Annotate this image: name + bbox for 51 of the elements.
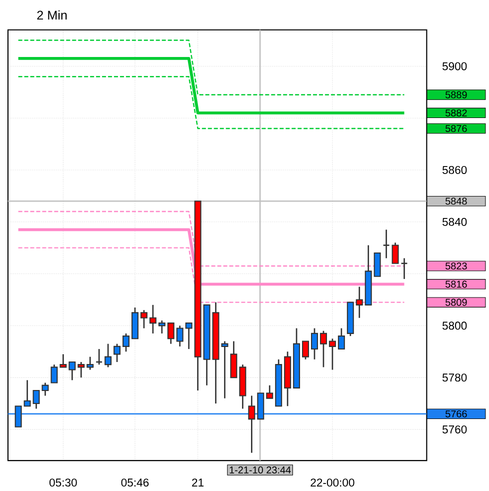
y-tick-label: 5760 <box>442 425 466 434</box>
candlestick <box>59 354 66 368</box>
text: 5809 <box>445 298 467 306</box>
y-tick-label: 5840 <box>442 218 466 226</box>
candlestick <box>230 340 237 378</box>
candlestick <box>382 229 390 259</box>
candlestick <box>68 361 76 381</box>
y-tick-label: 5860 <box>442 166 466 174</box>
candlestick <box>374 252 381 277</box>
candlestick <box>113 343 120 363</box>
text: 5889 <box>445 91 467 98</box>
candlestick <box>41 382 48 396</box>
y-tick-label: 5800 <box>442 322 466 330</box>
text: 5816 <box>445 280 467 288</box>
x-tick-label: 05:30 <box>49 478 77 487</box>
x-tick-label: 05:46 <box>121 478 148 487</box>
y-tick-label: 5900 <box>442 62 466 70</box>
candlestick <box>320 330 327 368</box>
candlestick <box>338 328 345 350</box>
candlestick <box>140 309 148 329</box>
candlestick <box>50 364 58 384</box>
candlestick <box>77 361 84 378</box>
candlestick <box>104 343 112 368</box>
text: 5882 <box>445 109 467 116</box>
candlestick <box>392 242 399 264</box>
y-tick-label: 5780 <box>442 374 466 382</box>
candlestick <box>400 258 408 280</box>
candlestick <box>32 390 40 410</box>
text: 5823 <box>445 262 467 270</box>
candlestick <box>356 286 363 319</box>
candlestick <box>266 384 273 399</box>
candlestick <box>167 322 174 344</box>
x-tick-label: 22-00:00 <box>310 478 354 487</box>
candlestick <box>122 332 130 352</box>
candlestick <box>302 340 309 360</box>
candlestick <box>310 328 318 360</box>
candlestick <box>185 322 192 350</box>
candlestick <box>149 304 156 334</box>
candlestick <box>24 379 31 407</box>
chart-title: 2 Min <box>36 10 66 20</box>
candlestick <box>248 395 255 454</box>
candlestick <box>176 325 184 348</box>
candlestick <box>86 356 94 370</box>
text: 1-21-10 23:44 <box>230 466 291 474</box>
ref-line-label: 5848 <box>445 198 467 205</box>
candlestick <box>328 338 336 370</box>
x-tick-label: 21 <box>192 478 204 486</box>
candlestick <box>14 406 22 428</box>
text: 5876 <box>445 124 467 132</box>
ref-line-label: 5766 <box>445 410 467 418</box>
candlestick <box>158 320 166 334</box>
